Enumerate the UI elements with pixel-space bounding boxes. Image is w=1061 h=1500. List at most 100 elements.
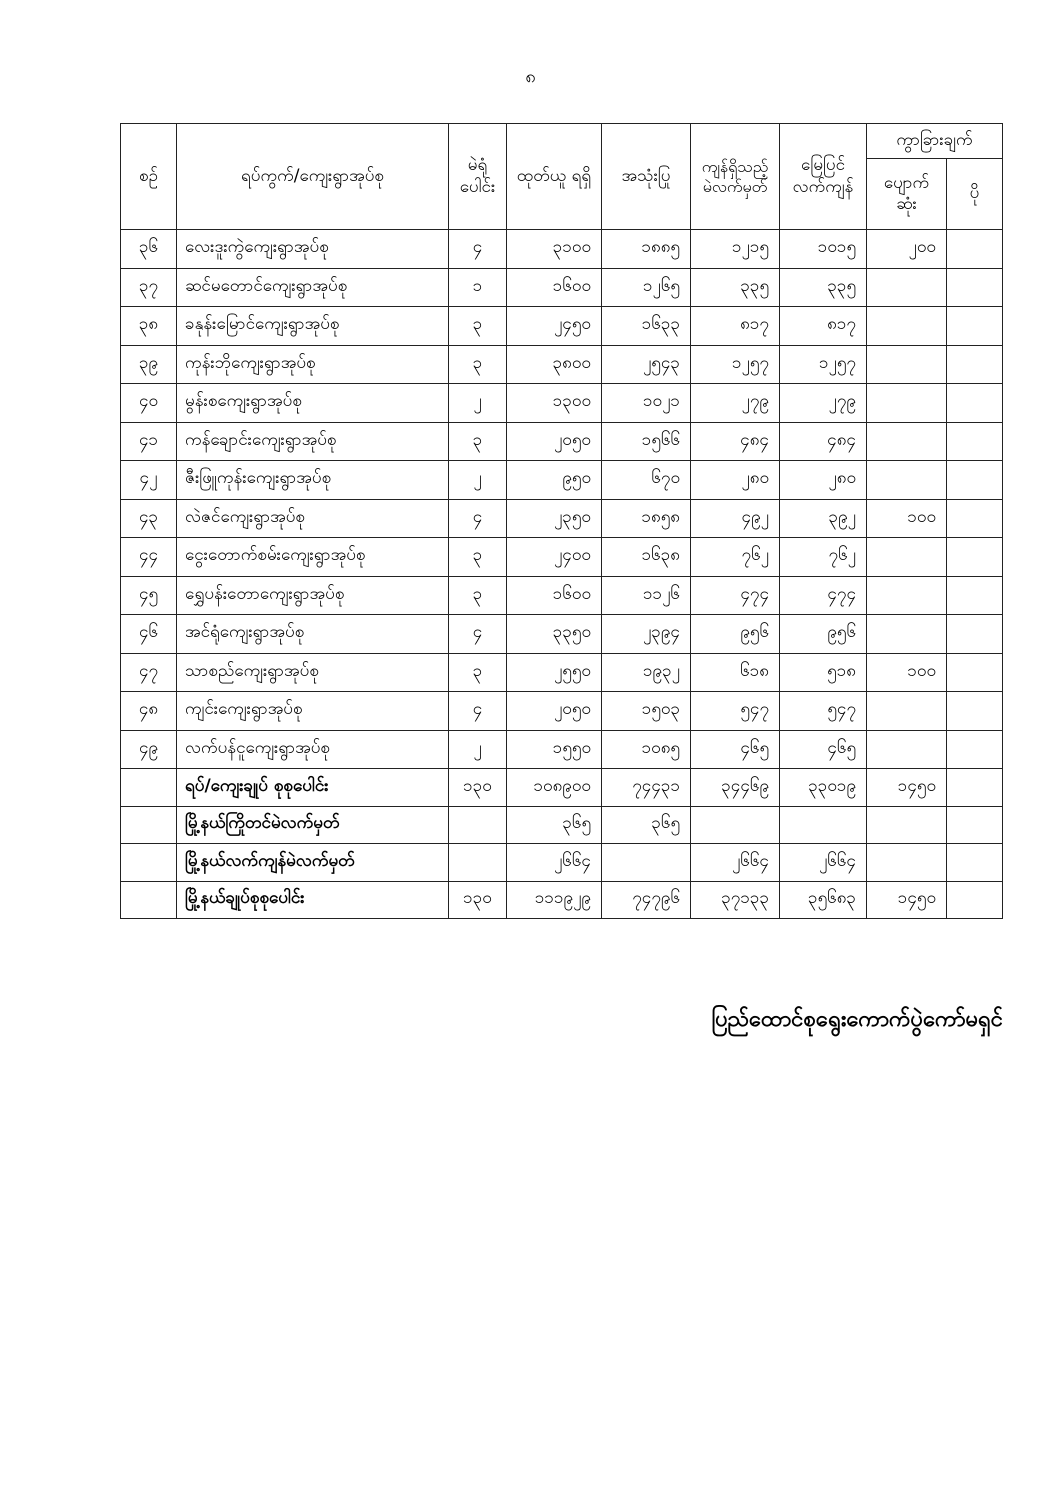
- cell-booths: ၂: [448, 460, 507, 500]
- cell-lost: [866, 306, 947, 346]
- cell-lost: [866, 460, 947, 500]
- cell-total-actual: ၂၆၆၄: [779, 843, 867, 882]
- cell-total-extra: [945, 768, 1004, 807]
- cell-extra: [945, 537, 1004, 577]
- cell-total-issued: ၁၁၁၉၂၉: [506, 880, 602, 919]
- header-no: စဉ်: [120, 123, 177, 230]
- cell-used: ၁၂၆၅: [601, 267, 691, 307]
- cell-extra: [945, 229, 1004, 269]
- cell-name: ခနုန်းမြောင်ကျေးရွာအုပ်စု: [176, 306, 449, 346]
- header-used: အသုံးပြု: [601, 123, 691, 230]
- cell-total-remaining: [690, 805, 780, 844]
- cell-empty: [120, 880, 177, 919]
- cell-issued: ၂၄၀၀: [506, 537, 602, 577]
- cell-actual: ၃၉၂: [779, 498, 867, 538]
- cell-empty: [120, 805, 177, 844]
- header-lost: ပျောက် ဆုံး: [866, 158, 947, 230]
- cell-extra: [945, 344, 1004, 384]
- cell-total-booths: ၁၃၀: [448, 768, 507, 807]
- cell-extra: [945, 729, 1004, 769]
- cell-no: ၄၇: [120, 652, 177, 692]
- cell-used: ၂၅၄၃: [601, 344, 691, 384]
- cell-booths: ၃: [448, 652, 507, 692]
- cell-booths: ၂: [448, 383, 507, 423]
- cell-extra: [945, 306, 1004, 346]
- cell-no: ၃၇: [120, 267, 177, 307]
- cell-name: လေးဒူးကွဲကျေးရွာအုပ်စု: [176, 229, 449, 269]
- header-name: ရပ်ကွက်/ကျေးရွာအုပ်စု: [176, 123, 449, 230]
- header-difference: ကွာခြားချက်: [865, 123, 1004, 159]
- cell-total-issued: ၃၆၅: [506, 805, 602, 844]
- header-extra: ပို: [945, 158, 1004, 230]
- cell-total-used: ၇၄၇၉၆: [601, 880, 691, 919]
- cell-remaining: ၇၆၂: [690, 537, 780, 577]
- cell-name: သာစည်ကျေးရွာအုပ်စု: [176, 652, 449, 692]
- cell-booths: ၃: [448, 344, 507, 384]
- cell-remaining: ၅၄၇: [690, 691, 780, 731]
- cell-total-label: မြို့နယ်လက်ကျန်မဲလက်မှတ်: [176, 843, 449, 882]
- cell-no: ၄၀: [120, 383, 177, 423]
- cell-lost: [866, 421, 947, 461]
- cell-used: ၁၈၅၈: [601, 498, 691, 538]
- cell-remaining: ၂၇၉: [690, 383, 780, 423]
- total-row: ရပ်/ကျေးချုပ် စုစုပေါင်း ၁၃၀ ၁၀၈၉၀၀ ၇၄၄၃၁ ၃၄…: [120, 768, 1004, 807]
- cell-actual: ၄၇၄: [779, 575, 867, 615]
- cell-name: ကျင်းကျေးရွာအုပ်စု: [176, 691, 449, 731]
- cell-issued: ၁၆၀၀: [506, 575, 602, 615]
- cell-no: ၄၅: [120, 575, 177, 615]
- cell-name: ကုန်းဘိုကျေးရွာအုပ်စု: [176, 344, 449, 384]
- cell-remaining: ၂၈၀: [690, 460, 780, 500]
- cell-no: ၄၃: [120, 498, 177, 538]
- cell-total-actual: [779, 805, 867, 844]
- cell-used: ၁၅၀၃: [601, 691, 691, 731]
- cell-extra: [945, 652, 1004, 692]
- cell-issued: ၃၃၅၀: [506, 614, 602, 654]
- cell-lost: ၂၀၀: [866, 229, 947, 269]
- cell-used: ၁၁၂၆: [601, 575, 691, 615]
- total-row: မြို့နယ်ကြိုတင်မဲလက်မှတ် ၃၆၅ ၃၆၅: [120, 805, 1004, 844]
- cell-actual: ၄၆၅: [779, 729, 867, 769]
- cell-name: ကန်ချောင်းကျေးရွာအုပ်စု: [176, 421, 449, 461]
- signature-commission: ပြည်ထောင်စုရွေးကောက်ပွဲကော်မရှင်: [711, 1007, 1003, 1032]
- header-issued: ထုတ်ယူ ရရှိ: [506, 123, 602, 230]
- cell-used: ၁၆၃၈: [601, 537, 691, 577]
- cell-total-extra: [945, 805, 1004, 844]
- table-row: ၄၂ ဇီးဖြူကုန်းကျေးရွာအုပ်စု၂၉၅၀ ၆၇၀ ၂၈၀ ၂၈၀: [120, 460, 1004, 500]
- cell-no: ၄၆: [120, 614, 177, 654]
- cell-booths: ၃: [448, 306, 507, 346]
- cell-remaining: ၄၇၄: [690, 575, 780, 615]
- page-number: ၈: [525, 66, 536, 87]
- table-row: ၄၀ မွန်းစကျေးရွာအုပ်စု၂၁၃၀၀ ၁၀၂၁ ၂၇၉ ၂၇၉: [120, 383, 1004, 423]
- cell-booths: ၃: [448, 537, 507, 577]
- cell-extra: [945, 383, 1004, 423]
- cell-total-lost: [866, 843, 947, 882]
- cell-name: ငွေးတောက်စမ်းကျေးရွာအုပ်စု: [176, 537, 449, 577]
- cell-actual: ၂၈၀: [779, 460, 867, 500]
- table-row: ၄၇ သာစည်ကျေးရွာအုပ်စု၃၂၅၅၀ ၁၉၃၂ ၆၁၈ ၅၁၈ ၁၀၀: [120, 652, 1004, 692]
- cell-extra: [945, 267, 1004, 307]
- cell-total-remaining: ၃၄၄၆၉: [690, 768, 780, 807]
- cell-remaining: ၁၂၁၅: [690, 229, 780, 269]
- cell-booths: ၄: [448, 498, 507, 538]
- cell-lost: [866, 575, 947, 615]
- cell-remaining: ၈၁၇: [690, 306, 780, 346]
- cell-lost: [866, 537, 947, 577]
- cell-no: ၄၈: [120, 691, 177, 731]
- cell-lost: [866, 344, 947, 384]
- cell-no: ၄၄: [120, 537, 177, 577]
- cell-no: ၄၂: [120, 460, 177, 500]
- cell-name: ဇီးဖြူကုန်းကျေးရွာအုပ်စု: [176, 460, 449, 500]
- cell-actual: ၄၈၄: [779, 421, 867, 461]
- cell-used: ၂၃၉၄: [601, 614, 691, 654]
- cell-booths: ၁: [448, 267, 507, 307]
- cell-total-label: မြို့နယ်ကြိုတင်မဲလက်မှတ်: [176, 805, 449, 844]
- cell-actual: ၂၇၉: [779, 383, 867, 423]
- cell-total-booths: [448, 843, 507, 882]
- cell-total-remaining: ၃၇၁၃၃: [690, 880, 780, 919]
- cell-actual: ၁၀၁၅: [779, 229, 867, 269]
- cell-lost: [866, 729, 947, 769]
- cell-empty: [120, 768, 177, 807]
- cell-total-extra: [945, 880, 1004, 919]
- table-row: ၄၉ လက်ပန်ငူကျေးရွာအုပ်စု၂၁၅၅၀ ၁၀၈၅ ၄၆၅ ၄၆၅: [120, 729, 1004, 769]
- cell-actual: ၁၂၅၇: [779, 344, 867, 384]
